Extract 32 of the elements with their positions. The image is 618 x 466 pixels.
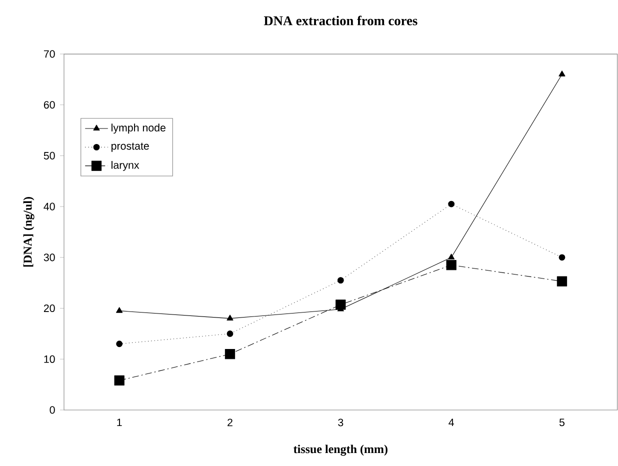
point: [556, 276, 568, 286]
y-tick-label: 10: [44, 355, 55, 363]
point: [114, 375, 124, 386]
y-tick-label: 0: [50, 406, 55, 414]
point: [448, 200, 455, 208]
y-tick-label: 70: [44, 50, 55, 58]
y-axis-title: [DNA] (ng/ul): [23, 197, 34, 267]
x-tick-label: 4: [448, 418, 454, 426]
point: [226, 314, 234, 320]
point: [448, 254, 455, 260]
point: [337, 277, 344, 284]
y-tick-label: 60: [44, 101, 55, 109]
legend-label: prostate: [112, 142, 149, 152]
y-tick-label: 30: [44, 254, 55, 262]
point: [224, 348, 236, 360]
point: [558, 70, 566, 76]
x-tick-label: 5: [559, 418, 565, 426]
point: [446, 260, 456, 270]
y-tick-label: 40: [44, 202, 55, 210]
point: [116, 340, 123, 348]
y-tick-label: 50: [44, 152, 55, 160]
x-tick-label: 3: [338, 418, 344, 426]
point: [116, 307, 123, 313]
x-tick-label: 1: [117, 418, 122, 426]
x-tick-label: 2: [228, 418, 232, 426]
point: [558, 254, 566, 261]
chart-title: DNA extraction from cores: [264, 16, 418, 26]
legend-label: larynx: [112, 160, 140, 171]
legend-label: lymph node: [112, 124, 166, 134]
point: [226, 330, 234, 337]
y-tick-label: 20: [44, 304, 55, 312]
x-axis-title: tissue length (mm): [294, 444, 388, 456]
